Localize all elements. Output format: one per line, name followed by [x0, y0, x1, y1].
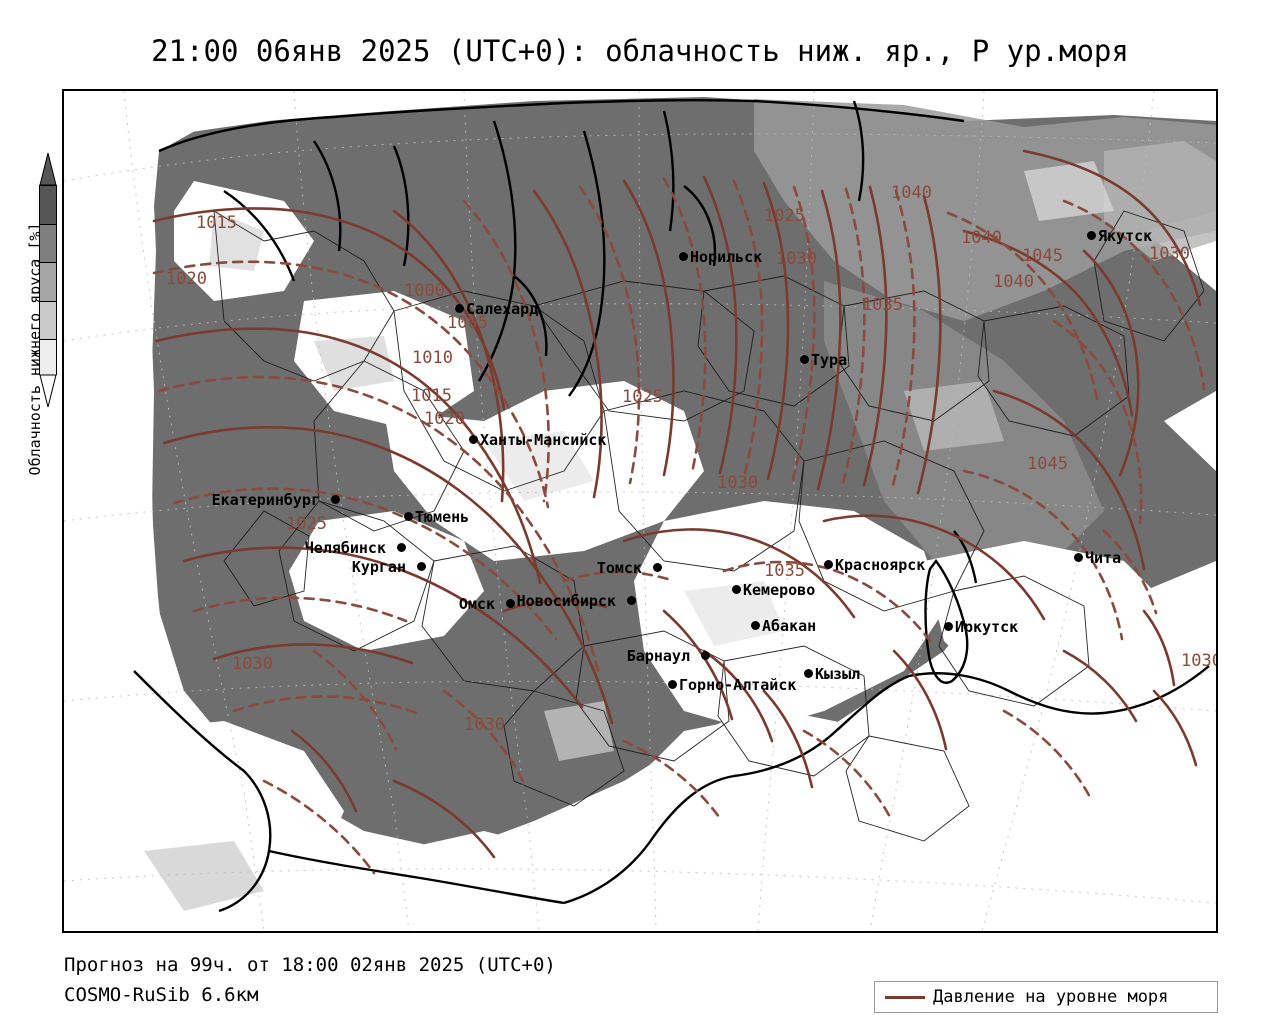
isobar-label: 1040	[993, 272, 1034, 292]
city-label: Екатеринбург	[211, 491, 320, 509]
isobar-label: 1015	[196, 213, 237, 233]
city-label: Омск	[458, 595, 495, 613]
city-dot-icon	[627, 596, 636, 605]
city-dot-icon	[397, 543, 406, 552]
city-label: Абакан	[762, 617, 817, 635]
page-title: 21:00 06янв 2025 (UTC+0): облачность ниж…	[151, 34, 1129, 68]
city-label: Иркутск	[955, 618, 1019, 636]
weather-map[interactable]: 1015 1020 1000 1005 1010 1015 1020 1025 1030 1025…	[62, 89, 1218, 933]
pressure-legend-box: Давление на уровне моря	[874, 981, 1218, 1013]
isobar-label: 1035	[862, 295, 903, 315]
isobar-label: 1015	[411, 386, 452, 406]
city-dot-icon	[331, 495, 340, 504]
pressure-legend-label: Давление на уровне моря	[933, 987, 1169, 1007]
model-name-line: COSMO-RuSib 6.6км	[64, 984, 259, 1006]
city-label: Челябинск	[304, 539, 386, 557]
colorbar-band-0	[40, 186, 56, 225]
isobar-label: 1020	[424, 409, 465, 429]
isobar-label: 1045	[1022, 246, 1063, 266]
colorbar-band-2	[40, 263, 56, 302]
city-dot-icon	[944, 622, 953, 631]
isobar-label: 1030	[232, 654, 273, 674]
city-dot-icon	[824, 560, 833, 569]
city-dot-icon	[701, 651, 710, 660]
cloud-cover-colorbar: 90 70 50 30 10	[39, 152, 80, 408]
city-label: Тура	[811, 351, 848, 369]
isobar-label: 1025	[622, 387, 663, 407]
city-label: Якутск	[1098, 227, 1153, 245]
city-dot-icon	[653, 563, 662, 572]
forecast-lead-line: Прогноз на 99ч. от 18:00 02янв 2025 (UTC…	[64, 954, 556, 976]
city-dot-icon	[469, 435, 478, 444]
pressure-line-swatch	[885, 995, 925, 999]
city-dot-icon	[506, 599, 515, 608]
city-dot-icon	[1074, 553, 1083, 562]
city-dot-icon	[668, 680, 677, 689]
isobar-label: 1035	[764, 561, 805, 581]
isobar-label: 1030	[717, 473, 758, 493]
city-label: Новосибирск	[516, 592, 616, 610]
city-dot-icon	[732, 585, 741, 594]
isobar-label: 1005	[447, 313, 488, 333]
isobar-label: 1010	[412, 348, 453, 368]
colorbar-under-arrow	[39, 374, 57, 408]
isobar-label: 1000	[404, 281, 445, 301]
city-dot-icon	[1087, 231, 1096, 240]
colorbar-band-4	[40, 340, 56, 378]
isobar-label: 1030	[1181, 651, 1218, 671]
city-label: Кызыл	[815, 665, 861, 683]
isobar-label: 1040	[891, 183, 932, 203]
city-dot-icon	[800, 355, 809, 364]
colorbar-band-3	[40, 301, 56, 341]
city-label: Чита	[1085, 549, 1122, 567]
city-dot-icon	[679, 252, 688, 261]
isobar-label: 1025	[286, 514, 327, 534]
cloud-cover-layer	[64, 91, 1216, 931]
isobar-label: 1045	[1027, 454, 1068, 474]
city-label: Норильск	[690, 248, 763, 266]
isobar-label: 1040	[961, 228, 1002, 248]
colorbar-bands	[39, 185, 57, 378]
isobar-label: 1020	[166, 269, 207, 289]
city-label: Тюмень	[415, 508, 470, 526]
pressure-contours-layer	[152, 149, 1206, 875]
city-dot-icon	[455, 304, 464, 313]
colorbar-band-1	[40, 224, 56, 264]
isobar-label: 1025	[764, 206, 805, 226]
city-label: Горно-Алтайск	[679, 676, 797, 694]
city-label: Кемерово	[743, 581, 816, 599]
isobar-label: 1030	[776, 249, 817, 269]
isobar-label: 1030	[1149, 244, 1190, 264]
city-dot-icon	[417, 562, 426, 571]
colorbar-over-arrow	[39, 152, 57, 186]
isobar-label: 1030	[464, 715, 505, 735]
city-dot-icon	[804, 669, 813, 678]
city-label: Барнаул	[626, 647, 690, 665]
city-dot-icon	[404, 512, 413, 521]
city-label: Ханты-Мансийск	[480, 431, 607, 449]
forecast-footer: Прогноз на 99ч. от 18:00 02янв 2025 (UTC…	[64, 950, 556, 1010]
city-label: Томск	[596, 559, 642, 577]
city-label: Курган	[351, 558, 406, 576]
city-label: Красноярск	[835, 556, 926, 574]
city-label: Салехард	[466, 300, 539, 318]
city-dot-icon	[751, 621, 760, 630]
